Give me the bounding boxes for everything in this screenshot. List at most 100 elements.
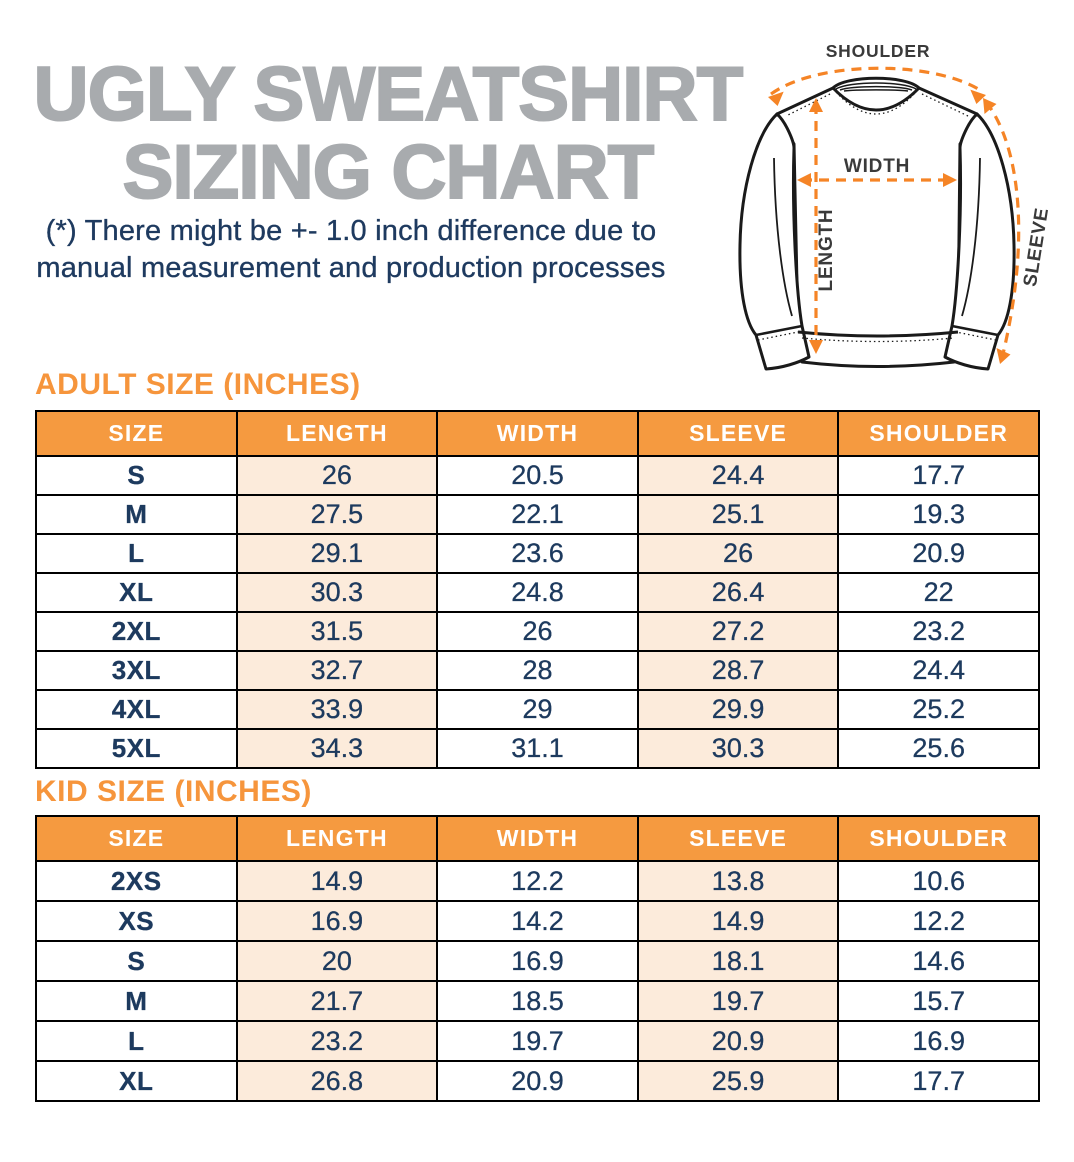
page-title-line2: SIZING CHART bbox=[122, 130, 656, 215]
width-label: WIDTH bbox=[844, 156, 910, 177]
measurement-disclaimer: (*) There might be +- 1.0 inch differenc… bbox=[0, 213, 702, 287]
sleeve-arrow bbox=[984, 101, 1021, 359]
sweatshirt-illustration bbox=[738, 76, 1016, 371]
table-row: L 23.2 19.7 20.9 16.9 bbox=[35, 1020, 1040, 1062]
value-cell: 15.7 bbox=[837, 980, 1040, 1022]
shoulder-arrow bbox=[770, 66, 984, 96]
header-row: SIZE LENGTH WIDTH SLEEVE SHOULDER bbox=[35, 410, 1040, 457]
size-cell: XS bbox=[35, 900, 238, 942]
size-cell: S bbox=[35, 940, 238, 982]
sweatshirt-measurement-diagram: SHOULDER WIDTH LENGTH SLEEVE bbox=[738, 41, 1053, 371]
value-cell: 14.9 bbox=[235, 860, 439, 902]
value-cell: 31.5 bbox=[235, 611, 439, 652]
sleeve-label: SLEEVE bbox=[1020, 206, 1053, 288]
value-cell: 24.4 bbox=[837, 650, 1040, 691]
size-cell: 2XL bbox=[35, 611, 238, 652]
value-cell: 19.7 bbox=[436, 1020, 639, 1062]
table-row: 3XL 32.7 28 28.7 24.4 bbox=[35, 650, 1040, 691]
column-header-width: WIDTH bbox=[436, 410, 639, 457]
value-cell: 22.1 bbox=[436, 494, 639, 535]
table-row: XL 26.8 20.9 25.9 17.7 bbox=[35, 1060, 1040, 1102]
value-cell: 24.4 bbox=[636, 455, 840, 496]
value-cell: 20.9 bbox=[636, 1020, 840, 1062]
value-cell: 13.8 bbox=[636, 860, 840, 902]
column-header-width: WIDTH bbox=[436, 815, 639, 862]
value-cell: 21.7 bbox=[235, 980, 439, 1022]
table-row: 2XL 31.5 26 27.2 23.2 bbox=[35, 611, 1040, 652]
value-cell: 34.3 bbox=[235, 728, 439, 769]
disclaimer-line2: manual measurement and production proces… bbox=[36, 252, 666, 284]
value-cell: 12.2 bbox=[436, 860, 639, 902]
column-header-size: SIZE bbox=[35, 410, 238, 457]
page-title: UGLY SWEATSHIRT SIZING CHART bbox=[2, 52, 774, 215]
value-cell: 31.1 bbox=[436, 728, 639, 769]
table-row: 5XL 34.3 31.1 30.3 25.6 bbox=[35, 728, 1040, 769]
size-cell: L bbox=[35, 533, 238, 574]
column-header-length: LENGTH bbox=[235, 410, 439, 457]
column-header-shoulder: SHOULDER bbox=[837, 410, 1040, 457]
table-row: M 21.7 18.5 19.7 15.7 bbox=[35, 980, 1040, 1022]
value-cell: 25.6 bbox=[837, 728, 1040, 769]
page-title-line1: UGLY SWEATSHIRT bbox=[33, 52, 745, 137]
value-cell: 19.7 bbox=[636, 980, 840, 1022]
value-cell: 26.8 bbox=[235, 1060, 439, 1102]
value-cell: 30.3 bbox=[636, 728, 840, 769]
value-cell: 29 bbox=[436, 689, 639, 730]
size-cell: 5XL bbox=[35, 728, 238, 769]
value-cell: 29.9 bbox=[636, 689, 840, 730]
table-row: S 26 20.5 24.4 17.7 bbox=[35, 455, 1040, 496]
table-row: XS 16.9 14.2 14.9 12.2 bbox=[35, 900, 1040, 942]
value-cell: 26 bbox=[636, 533, 840, 574]
value-cell: 23.2 bbox=[235, 1020, 439, 1062]
disclaimer-line1: (*) There might be +- 1.0 inch differenc… bbox=[45, 215, 657, 247]
value-cell: 23.6 bbox=[436, 533, 639, 574]
value-cell: 26 bbox=[436, 611, 639, 652]
value-cell: 26 bbox=[235, 455, 439, 496]
size-cell: S bbox=[35, 455, 238, 496]
column-header-shoulder: SHOULDER bbox=[837, 815, 1040, 862]
size-cell: 3XL bbox=[35, 650, 238, 691]
table-row: 2XS 14.9 12.2 13.8 10.6 bbox=[35, 860, 1040, 902]
length-label: LENGTH bbox=[816, 209, 837, 292]
value-cell: 17.7 bbox=[837, 455, 1040, 496]
size-cell: M bbox=[35, 980, 238, 1022]
value-cell: 17.7 bbox=[837, 1060, 1040, 1102]
value-cell: 28.7 bbox=[636, 650, 840, 691]
value-cell: 25.1 bbox=[636, 494, 840, 535]
column-header-sleeve: SLEEVE bbox=[636, 815, 840, 862]
size-cell: 4XL bbox=[35, 689, 238, 730]
value-cell: 10.6 bbox=[837, 860, 1040, 902]
table-row: M 27.5 22.1 25.1 19.3 bbox=[35, 494, 1040, 535]
value-cell: 20.9 bbox=[436, 1060, 639, 1102]
value-cell: 30.3 bbox=[235, 572, 439, 613]
size-cell: L bbox=[35, 1020, 238, 1062]
value-cell: 18.5 bbox=[436, 980, 639, 1022]
size-cell: M bbox=[35, 494, 238, 535]
value-cell: 20.9 bbox=[837, 533, 1040, 574]
value-cell: 16.9 bbox=[235, 900, 439, 942]
value-cell: 28 bbox=[436, 650, 639, 691]
kid-size-table: SIZE LENGTH WIDTH SLEEVE SHOULDER 2XS 14.9 12.2… bbox=[35, 815, 1040, 1102]
adult-size-heading: ADULT SIZE (INCHES) bbox=[35, 368, 361, 401]
measurement-arrows bbox=[770, 66, 1021, 359]
value-cell: 20.5 bbox=[436, 455, 639, 496]
value-cell: 27.2 bbox=[636, 611, 840, 652]
shoulder-label: SHOULDER bbox=[826, 41, 931, 61]
value-cell: 12.2 bbox=[837, 900, 1040, 942]
value-cell: 25.9 bbox=[636, 1060, 840, 1102]
column-header-sleeve: SLEEVE bbox=[636, 410, 840, 457]
value-cell: 16.9 bbox=[436, 940, 639, 982]
value-cell: 23.2 bbox=[837, 611, 1040, 652]
size-cell: 2XS bbox=[35, 860, 238, 902]
adult-size-table: SIZE LENGTH WIDTH SLEEVE SHOULDER S 26 20.5 24.4… bbox=[35, 410, 1040, 769]
column-header-size: SIZE bbox=[35, 815, 238, 862]
value-cell: 27.5 bbox=[235, 494, 439, 535]
value-cell: 24.8 bbox=[436, 572, 639, 613]
value-cell: 14.6 bbox=[837, 940, 1040, 982]
arrowheads bbox=[768, 89, 1011, 364]
size-cell: XL bbox=[35, 1060, 238, 1102]
value-cell: 26.4 bbox=[636, 572, 840, 613]
value-cell: 20 bbox=[235, 940, 439, 982]
table-row: S 20 16.9 18.1 14.6 bbox=[35, 940, 1040, 982]
